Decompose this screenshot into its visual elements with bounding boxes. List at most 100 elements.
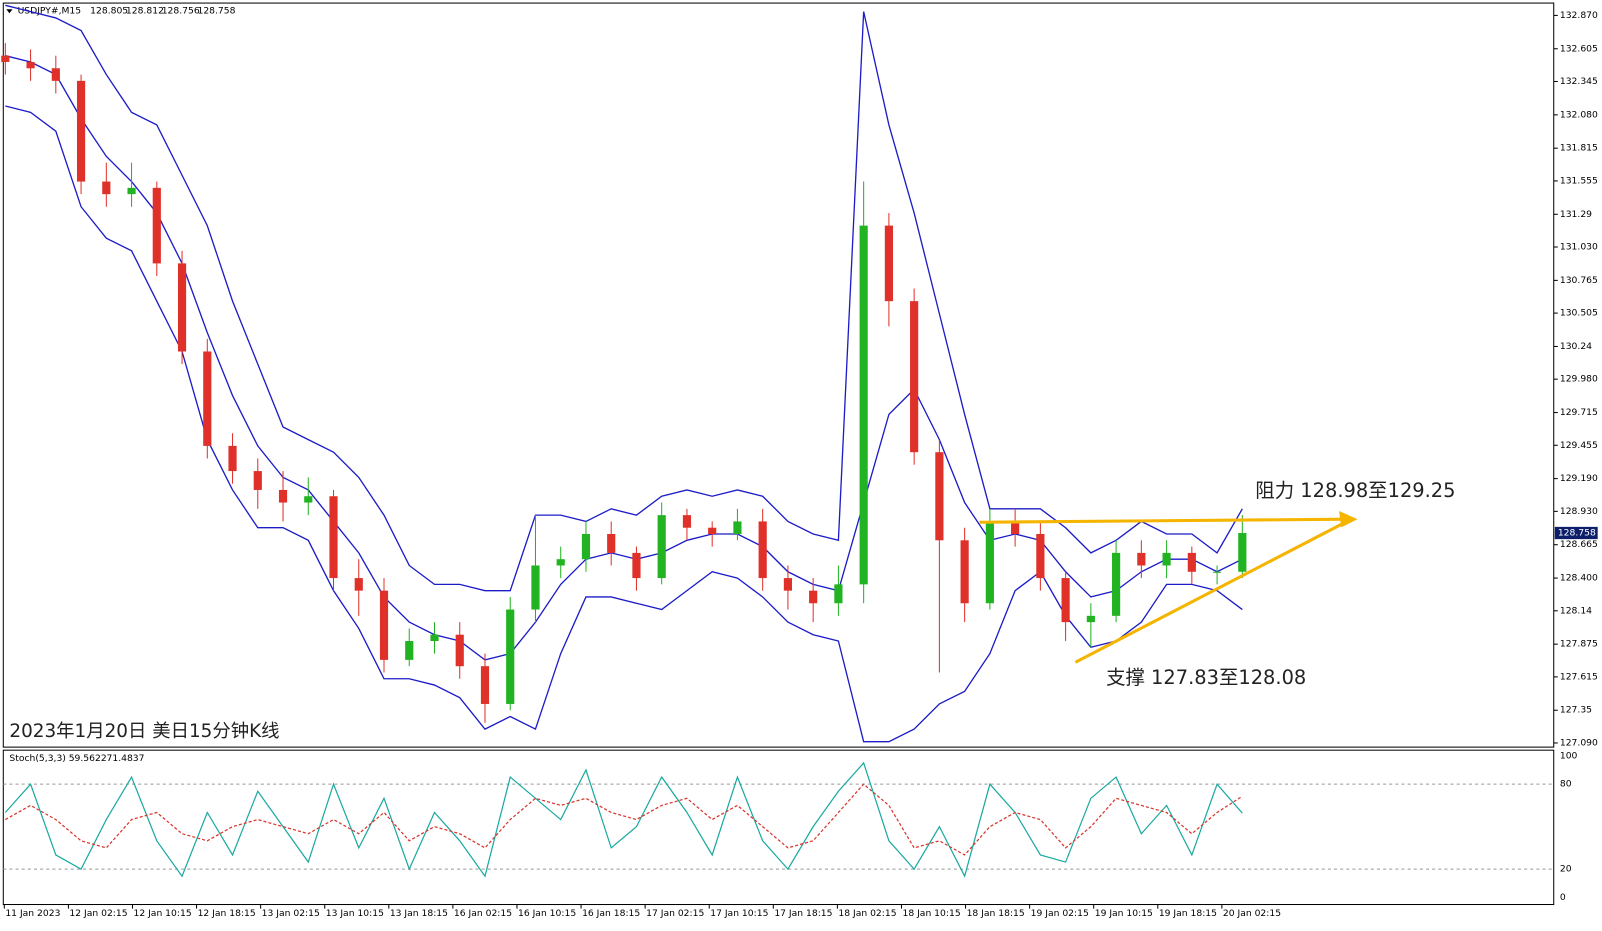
price-marker <box>1554 526 1598 540</box>
candle-body <box>581 534 591 560</box>
stoch-line <box>5 783 1243 856</box>
y-tick-label: 20 <box>1560 864 1572 875</box>
candle-body <box>228 445 237 472</box>
candle-body <box>329 496 338 579</box>
candle-body <box>1212 571 1222 573</box>
candle-body <box>1 55 10 62</box>
y-tick-label: 132.345 <box>1560 76 1598 87</box>
price-label: 128.758 <box>1558 528 1596 539</box>
candle-body <box>708 527 717 535</box>
x-tick-label: 17 Jan 18:15 <box>774 908 832 919</box>
candle-body <box>758 521 767 579</box>
trendlines <box>979 511 1358 664</box>
candle-body <box>278 489 288 503</box>
candle-body <box>1137 552 1146 566</box>
menu-icon <box>6 9 13 14</box>
x-tick-label: 11 Jan 2023 <box>5 908 60 919</box>
candle-body <box>480 666 490 704</box>
candle-body <box>405 641 414 660</box>
x-tick-label: 20 Jan 02:15 <box>1223 908 1281 919</box>
x-tick-label: 13 Jan 02:15 <box>262 908 320 919</box>
candle-body <box>809 590 818 604</box>
symbol: USDJPY#,M15 <box>18 6 82 17</box>
y-tick-label: 128.400 <box>1560 573 1598 584</box>
candle-body <box>733 521 742 535</box>
candle-body <box>455 634 464 667</box>
y-tick-label: 132.870 <box>1560 10 1598 21</box>
x-tick-label: 17 Jan 02:15 <box>646 908 704 919</box>
support-label: 支撑 127.83至128.08 <box>1106 666 1306 689</box>
y-tick-label: 127.090 <box>1560 737 1598 748</box>
band-upper <box>5 4 1243 592</box>
quote-high: 128.812 <box>126 6 164 17</box>
y-tick-label: 130.505 <box>1560 308 1598 319</box>
candle-body <box>884 225 893 302</box>
y-tick-label: 132.605 <box>1560 43 1598 54</box>
x-tick-label: 12 Jan 02:15 <box>69 908 127 919</box>
y-tick-label: 100 <box>1560 750 1578 761</box>
y-tick-label: 129.980 <box>1560 374 1598 385</box>
resistance-line <box>979 517 1348 524</box>
candle-body <box>910 301 919 453</box>
candle-body <box>985 521 994 604</box>
band-lower <box>5 105 1243 743</box>
resistance-label: 阻力 128.98至129.25 <box>1255 479 1455 502</box>
x-tick-label: 18 Jan 18:15 <box>967 908 1025 919</box>
quote-open: 128.805 <box>90 6 128 17</box>
candle-body <box>1011 521 1020 535</box>
candle-body <box>253 471 262 490</box>
y-tick-label: 132.080 <box>1560 109 1598 120</box>
candle-body <box>1061 578 1070 623</box>
candle-body <box>430 634 439 642</box>
y-tick-label: 131.555 <box>1560 175 1598 186</box>
y-tick-label: 127.35 <box>1560 705 1592 716</box>
candle-body <box>203 351 212 446</box>
candle-body <box>632 552 641 579</box>
y-tick-label: 128.665 <box>1560 539 1598 550</box>
y-tick-label: 128.14 <box>1560 605 1592 616</box>
stoch-line <box>4 761 1243 878</box>
y-tick-label: 129.455 <box>1560 440 1598 451</box>
candle-body <box>1086 615 1095 623</box>
support-line <box>1074 519 1348 664</box>
x-tick-label: 16 Jan 02:15 <box>454 908 512 919</box>
candle-body <box>682 515 692 528</box>
y-tick-label: 127.615 <box>1560 671 1598 682</box>
arrow-head <box>1339 511 1358 528</box>
candle-body <box>506 609 515 704</box>
candle-body <box>834 584 843 604</box>
candle-body <box>102 181 111 195</box>
x-tick-label: 13 Jan 18:15 <box>390 908 448 919</box>
y-tick-label: 130.765 <box>1560 275 1598 286</box>
candle-body <box>127 187 136 195</box>
y-tick-label: 128.930 <box>1560 506 1598 517</box>
candle-body <box>1112 552 1121 616</box>
candle-body <box>354 578 363 591</box>
y-tick-label: 127.875 <box>1560 639 1598 650</box>
candle-body <box>26 61 35 69</box>
candle-body <box>177 263 187 352</box>
chart-title: 2023年1月20日 美日15分钟K线 <box>9 721 279 742</box>
band-middle <box>5 55 1243 661</box>
x-tick-label: 19 Jan 02:15 <box>1031 908 1089 919</box>
candle-body <box>960 540 969 604</box>
candle-body <box>304 496 313 503</box>
stoch-panel <box>2 749 1555 906</box>
layers: 132.870 132.605 132.345 132.080 131.815 131.5… <box>1 4 1598 919</box>
x-tick-label: 16 Jan 18:15 <box>582 908 640 919</box>
candle-body <box>935 452 944 541</box>
x-tick-label: 12 Jan 10:15 <box>133 908 191 919</box>
quote-close: 128.758 <box>197 6 235 17</box>
x-tick-label: 19 Jan 10:15 <box>1095 908 1153 919</box>
candle-body <box>783 578 793 591</box>
x-tick-label: 12 Jan 18:15 <box>198 908 256 919</box>
candle-body <box>1238 533 1247 572</box>
y-tick-label: 129.190 <box>1560 473 1598 484</box>
y-tick-label: 131.29 <box>1560 209 1592 220</box>
candle-body <box>531 565 540 610</box>
candle-body <box>152 187 161 264</box>
candle-body <box>607 534 616 553</box>
stoch-d-value: 71.4837 <box>107 753 145 764</box>
candle-body <box>1036 534 1045 579</box>
